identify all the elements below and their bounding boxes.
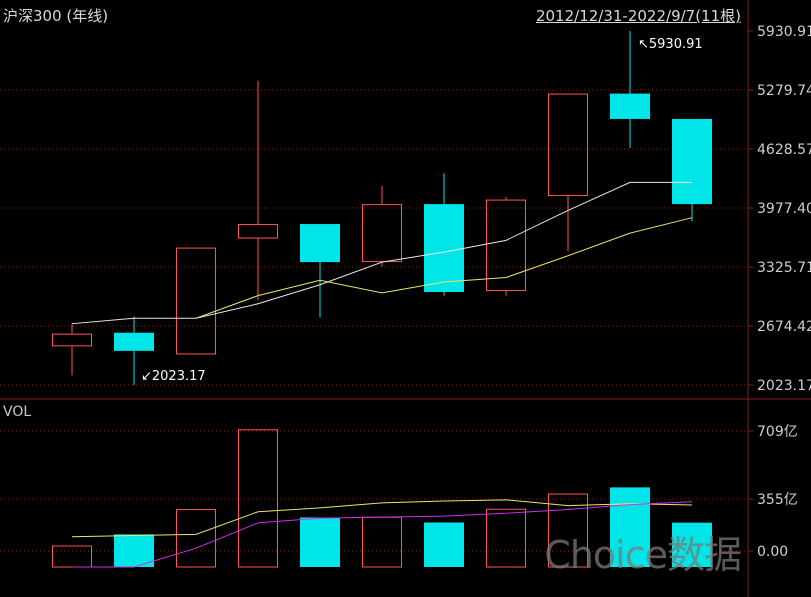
candle-body-up xyxy=(238,224,278,239)
volume-tick-label: 709亿 xyxy=(757,424,798,440)
volume-tick-label: 0.00 xyxy=(757,544,788,560)
watermark: Choice数据 xyxy=(544,533,742,577)
candle-body-down xyxy=(300,224,340,263)
high-annotation: ↖5930.91 xyxy=(638,37,703,52)
low-annotation: ↙2023.17 xyxy=(141,369,206,384)
price-tick-label: 4628.57 xyxy=(757,142,811,158)
volume-bar-up xyxy=(238,429,278,568)
candle-body-up xyxy=(176,247,216,355)
price-ma-line-yellow xyxy=(195,217,693,319)
volume-bar-up xyxy=(52,545,92,568)
volume-bar-down xyxy=(424,522,464,567)
candle-body-up xyxy=(52,333,92,347)
price-tick-label: 2674.42 xyxy=(757,319,811,335)
volume-bar-down xyxy=(114,534,154,567)
chart-title: 沪深300 (年线) xyxy=(3,7,109,25)
price-tick-label: 5279.74 xyxy=(757,83,811,99)
candle-body-down xyxy=(114,332,154,351)
price-tick-label: 3977.40 xyxy=(757,201,811,217)
price-tick-label: 2023.17 xyxy=(757,378,811,394)
volume-bar-down xyxy=(672,522,712,567)
candle-body-down xyxy=(672,118,712,205)
candle-body-up xyxy=(486,199,526,292)
volume-bar-up xyxy=(486,508,526,568)
volume-bar-up xyxy=(548,493,588,568)
volume-ma-line-purple xyxy=(72,501,693,568)
volume-bar-up xyxy=(176,509,216,568)
volume-bar-up xyxy=(362,516,402,568)
candle-body-down xyxy=(424,204,464,292)
candle-body-up xyxy=(362,204,402,263)
price-tick-label: 5930.91 xyxy=(757,24,811,40)
candle-body-up xyxy=(548,93,588,196)
volume-panel-label: VOL xyxy=(3,404,32,420)
volume-bar-down xyxy=(610,487,650,567)
volume-tick-label: 355亿 xyxy=(757,492,798,508)
candle-body-down xyxy=(610,93,650,119)
volume-bar-down xyxy=(300,517,340,567)
date-range[interactable]: 2012/12/31-2022/9/7(11根) xyxy=(535,7,741,25)
price-tick-label: 3325.71 xyxy=(757,260,811,276)
volume-ma-line-yellow xyxy=(71,499,693,538)
price-ma-line-white xyxy=(71,181,692,325)
